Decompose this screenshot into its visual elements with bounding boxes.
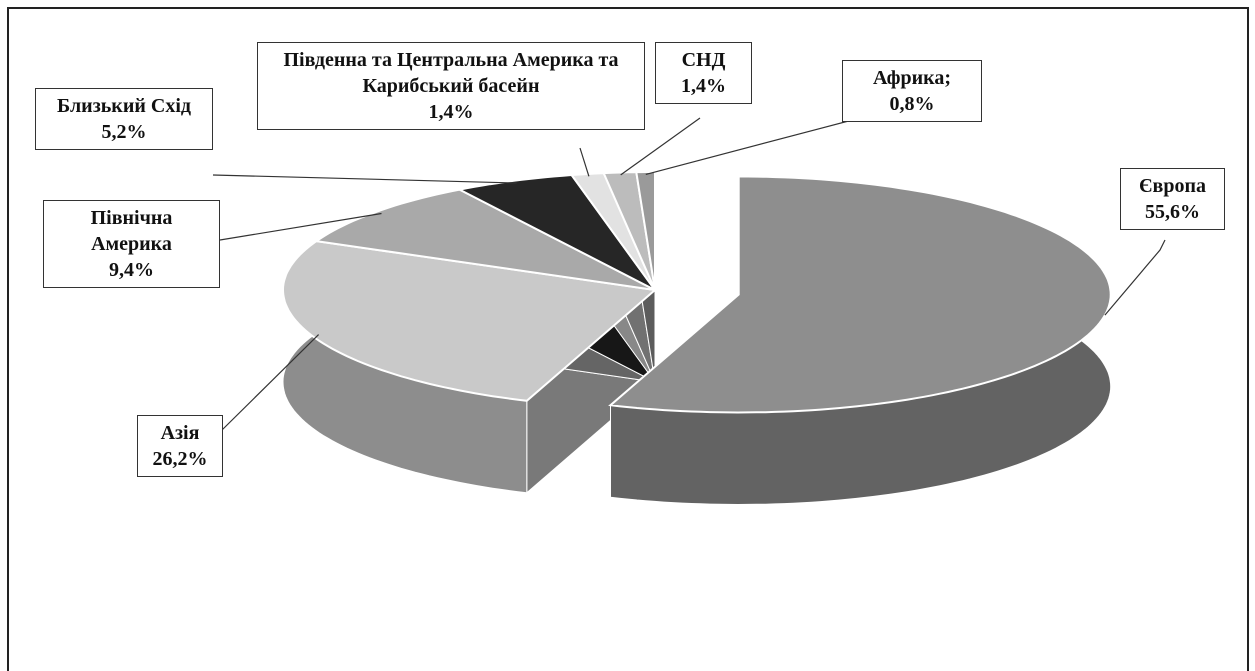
data-label: Південна та Центральна Америка та Карибс… [257,42,645,130]
leader-line [221,334,320,431]
label-value: 0,8% [889,93,935,115]
label-name: Європа [1138,175,1206,197]
data-label: Азія 26,2% [137,415,223,477]
leader-line [620,117,701,176]
pie-tops [281,171,1112,414]
label-name: Північна Америка [90,207,173,255]
label-name: СНД [681,49,726,71]
label-value: 1,4% [428,101,474,123]
slice [313,188,656,291]
data-label: Європа 55,6% [1120,168,1225,230]
label-name: Близький Схід [56,95,191,117]
label-value: 26,2% [152,448,208,470]
label-name: Африка; [872,67,952,89]
leader-line [1104,239,1166,316]
label-name: Південна та Центральна Америка та Карибс… [283,49,619,97]
data-label: Африка; 0,8% [842,60,982,122]
data-label: СНД 1,4% [655,42,752,104]
label-name: Азія [160,422,200,444]
leader-line [645,117,861,175]
data-label: Північна Америка 9,4% [43,200,220,288]
frame [7,7,1249,671]
label-value: 1,4% [681,75,726,97]
label-value: 9,4% [109,259,154,281]
slice [456,173,656,291]
leader-line [579,147,590,177]
leader-line [212,174,517,184]
slice [281,240,658,402]
label-value: 55,6% [1145,201,1200,223]
leader-line [219,212,382,241]
data-label: Близький Схід 5,2% [35,88,213,150]
label-value: 5,2% [101,121,147,143]
